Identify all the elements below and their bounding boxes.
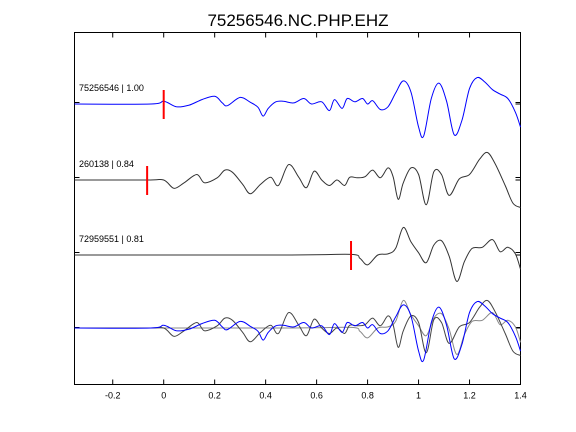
pick-markers [146,90,353,270]
overlay-traces [74,299,521,363]
x-axis: -0.2 0 0.2 0.4 0.6 0.8 1 1.2 1.4 [105,32,527,401]
x-tick-label: 0.4 [259,391,272,401]
traces-group [74,76,521,282]
overlay-trace [74,300,521,363]
x-tick-label: 1 [416,391,421,401]
x-tick-label: 0.6 [310,391,323,401]
x-tick-label: -0.2 [105,391,121,401]
x-tick-label: 0 [161,391,166,401]
x-tick-label: 0.2 [208,391,221,401]
y-axis-ticks [74,102,521,329]
chart-title: 75256546.NC.PHP.EHZ [207,11,388,30]
waveform-trace [74,227,521,282]
overlay-trace [74,300,521,355]
waveform-trace [74,151,521,208]
trace-labels: 75256546 | 1.00 260138 | 0.84 72959551 | 0… [79,83,144,244]
trace-label: 75256546 | 1.00 [79,83,144,93]
overlay-trace [74,299,521,356]
trace-label: 260138 | 0.84 [79,159,134,169]
trace-label: 72959551 | 0.81 [79,234,144,244]
x-tick-label: 1.4 [514,391,527,401]
x-tick-label: 1.2 [463,391,476,401]
x-tick-label: 0.8 [361,391,374,401]
waveform-trace [74,76,521,139]
plot-frame [74,32,521,385]
